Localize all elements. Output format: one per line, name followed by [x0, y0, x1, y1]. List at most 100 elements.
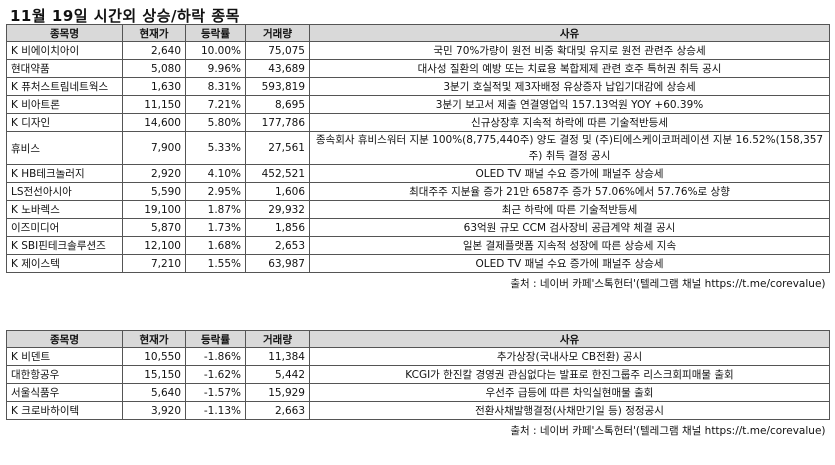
- change-rate-cell: 4.10%: [185, 164, 246, 183]
- reason-cell: 신규상장후 지속적 하락에 따른 기술적반등세: [309, 113, 830, 132]
- table-row: 대한항공우 15,150 -1.62% 5,442 KCGI가 한진칼 경영권 관심없다…: [6, 365, 830, 384]
- volume-cell: 452,521: [245, 164, 310, 183]
- stock-name-cell: 서울식품우: [6, 383, 123, 402]
- table-header-row: 종목명 현재가 등락률 거래량 사유: [6, 330, 830, 348]
- reason-cell: 3분기 보고서 제출 연결영업익 157.13억원 YOY +60.39%: [309, 95, 830, 114]
- stock-name-cell: K 비에이치아이: [6, 41, 123, 60]
- stock-name-cell: 대한항공우: [6, 365, 123, 384]
- table-row: 휴비스 7,900 5.33% 27,561 종속회사 휴비스워터 지분 100%(8,…: [6, 131, 830, 165]
- change-rate-cell: 5.33%: [185, 131, 246, 165]
- col-header-change: 등락률: [185, 330, 246, 348]
- stock-name-cell: 이즈미디어: [6, 218, 123, 237]
- price-cell: 15,150: [122, 365, 186, 384]
- volume-cell: 27,561: [245, 131, 310, 165]
- reason-cell: OLED TV 패널 수요 증가에 패널주 상승세: [309, 254, 830, 273]
- table-row: K HB테크놀러지 2,920 4.10% 452,521 OLED TV 패널 수요 …: [6, 164, 830, 183]
- table-row: K 제이스텍 7,210 1.55% 63,987 OLED TV 패널 수요 증가에 …: [6, 254, 830, 273]
- stock-name-cell: K 노바렉스: [6, 200, 123, 219]
- source-note: 출처 : 네이버 카페'스톡헌터'(텔레그램 채널 https://t.me/c…: [510, 278, 826, 290]
- table-row: K 크로바하이텍 3,920 -1.13% 2,663 전환사채발행결정(사채만기일 등…: [6, 401, 830, 420]
- stock-name-cell: K SBI핀테크솔루션즈: [6, 236, 123, 255]
- price-cell: 11,150: [122, 95, 186, 114]
- change-rate-cell: 2.95%: [185, 182, 246, 201]
- price-cell: 12,100: [122, 236, 186, 255]
- table-row: K 노바렉스 19,100 1.87% 29,932 최근 하락에 따른 기술적반등세: [6, 200, 830, 219]
- col-header-reason: 사유: [309, 330, 830, 348]
- price-cell: 3,920: [122, 401, 186, 420]
- table-row: 이즈미디어 5,870 1.73% 1,856 63억원 규모 CCM 검사장비 공급계…: [6, 218, 830, 237]
- table-header-row: 종목명 현재가 등락률 거래량 사유: [6, 24, 830, 42]
- change-rate-cell: 1.55%: [185, 254, 246, 273]
- price-cell: 5,640: [122, 383, 186, 402]
- reason-cell: 전환사채발행결정(사채만기일 등) 정정공시: [309, 401, 830, 420]
- stock-name-cell: 휴비스: [6, 131, 123, 165]
- stock-name-cell: K 제이스텍: [6, 254, 123, 273]
- col-header-volume: 거래량: [245, 330, 310, 348]
- rising-stocks-table: 종목명 현재가 등락률 거래량 사유 K 비에이치아이 2,640 10.00% 75…: [6, 24, 830, 291]
- stock-name-cell: K 디자인: [6, 113, 123, 132]
- volume-cell: 29,932: [245, 200, 310, 219]
- change-rate-cell: -1.62%: [185, 365, 246, 384]
- change-rate-cell: 5.80%: [185, 113, 246, 132]
- volume-cell: 2,653: [245, 236, 310, 255]
- change-rate-cell: 7.21%: [185, 95, 246, 114]
- reason-cell: 우선주 급등에 따른 차익실현매물 출회: [309, 383, 830, 402]
- reason-cell: 국민 70%가량이 원전 비중 확대및 유지로 원전 관련주 상승세: [309, 41, 830, 60]
- change-rate-cell: 8.31%: [185, 77, 246, 96]
- col-header-name: 종목명: [6, 24, 123, 42]
- reason-cell: 일본 결제플랫폼 지속적 성장에 따른 상승세 지속: [309, 236, 830, 255]
- change-rate-cell: 9.96%: [185, 59, 246, 78]
- reason-cell: 최근 하락에 따른 기술적반등세: [309, 200, 830, 219]
- volume-cell: 75,075: [245, 41, 310, 60]
- table-row: K 퓨처스트림네트웍스 1,630 8.31% 593,819 3분기 호실적및 제3자…: [6, 77, 830, 96]
- reason-cell: 3분기 호실적및 제3자배정 유상증자 납입기대감에 상승세: [309, 77, 830, 96]
- col-header-price: 현재가: [122, 330, 186, 348]
- stock-name-cell: K 퓨처스트림네트웍스: [6, 77, 123, 96]
- stock-name-cell: K HB테크놀러지: [6, 164, 123, 183]
- table-row: K 비에이치아이 2,640 10.00% 75,075 국민 70%가량이 원전 비중…: [6, 41, 830, 60]
- change-rate-cell: -1.86%: [185, 347, 246, 366]
- volume-cell: 593,819: [245, 77, 310, 96]
- stock-name-cell: K 비덴트: [6, 347, 123, 366]
- col-header-volume: 거래량: [245, 24, 310, 42]
- stock-name-cell: K 비아트론: [6, 95, 123, 114]
- price-cell: 7,210: [122, 254, 186, 273]
- source-note: 출처 : 네이버 카페'스톡헌터'(텔레그램 채널 https://t.me/c…: [510, 425, 826, 437]
- change-rate-cell: 1.68%: [185, 236, 246, 255]
- reason-cell: 추가상장(국내사모 CB전환) 공시: [309, 347, 830, 366]
- col-header-name: 종목명: [6, 330, 123, 348]
- page-title: 11월 19일 시간외 상승/하락 종목: [10, 7, 240, 25]
- stock-name-cell: 현대약품: [6, 59, 123, 78]
- reason-cell: 대사성 질환의 예방 또는 치료용 복합제제 관련 호주 특허권 취득 공시: [309, 59, 830, 78]
- col-header-price: 현재가: [122, 24, 186, 42]
- price-cell: 5,590: [122, 182, 186, 201]
- change-rate-cell: 10.00%: [185, 41, 246, 60]
- volume-cell: 15,929: [245, 383, 310, 402]
- price-cell: 5,080: [122, 59, 186, 78]
- reason-cell: 종속회사 휴비스워터 지분 100%(8,775,440주) 양도 결정 및 (…: [309, 131, 830, 165]
- price-cell: 5,870: [122, 218, 186, 237]
- price-cell: 2,920: [122, 164, 186, 183]
- volume-cell: 8,695: [245, 95, 310, 114]
- table-row: 현대약품 5,080 9.96% 43,689 대사성 질환의 예방 또는 치료용 복합…: [6, 59, 830, 78]
- col-header-reason: 사유: [309, 24, 830, 42]
- change-rate-cell: 1.87%: [185, 200, 246, 219]
- price-cell: 19,100: [122, 200, 186, 219]
- reason-cell: 63억원 규모 CCM 검사장비 공급계약 체결 공시: [309, 218, 830, 237]
- table-row: K 비덴트 10,550 -1.86% 11,384 추가상장(국내사모 CB전환) 공…: [6, 347, 830, 366]
- table-row: K 비아트론 11,150 7.21% 8,695 3분기 보고서 제출 연결영업익 1…: [6, 95, 830, 114]
- reason-cell: OLED TV 패널 수요 증가에 패널주 상승세: [309, 164, 830, 183]
- volume-cell: 1,856: [245, 218, 310, 237]
- price-cell: 1,630: [122, 77, 186, 96]
- volume-cell: 177,786: [245, 113, 310, 132]
- volume-cell: 5,442: [245, 365, 310, 384]
- volume-cell: 11,384: [245, 347, 310, 366]
- stock-name-cell: K 크로바하이텍: [6, 401, 123, 420]
- table-row: K 디자인 14,600 5.80% 177,786 신규상장후 지속적 하락에 따른 …: [6, 113, 830, 132]
- table-row: K SBI핀테크솔루션즈 12,100 1.68% 2,653 일본 결제플랫폼 지속적…: [6, 236, 830, 255]
- volume-cell: 43,689: [245, 59, 310, 78]
- volume-cell: 1,606: [245, 182, 310, 201]
- reason-cell: 최대주주 지분율 증가 21만 6587주 증가 57.06%에서 57.76%…: [309, 182, 830, 201]
- change-rate-cell: -1.13%: [185, 401, 246, 420]
- reason-cell: KCGI가 한진칼 경영권 관심없다는 발표로 한진그룹주 리스크회피매물 출회: [309, 365, 830, 384]
